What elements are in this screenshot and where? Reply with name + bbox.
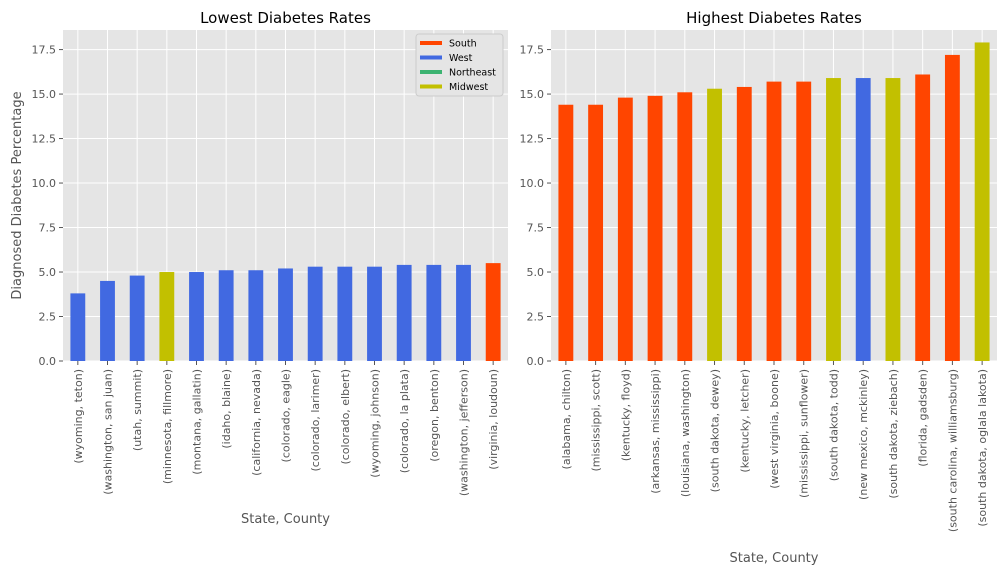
y-tick-label: 15.0 [32, 88, 57, 101]
legend-label-south: South [449, 39, 477, 50]
bar [248, 270, 264, 361]
bar [396, 264, 412, 361]
bar [617, 97, 633, 361]
x-tick-label: (idaho, blaine) [220, 369, 233, 449]
bar [588, 104, 604, 361]
chart-title: Highest Diabetes Rates [686, 9, 862, 27]
x-tick-label: (alabama, chilton) [560, 369, 573, 469]
bar [855, 78, 871, 361]
legend-label-midwest: Midwest [449, 82, 488, 93]
x-tick-label: (washington, jefferson) [458, 369, 471, 496]
x-tick-label: (virginia, loudoun) [487, 369, 500, 470]
y-tick-label: 5.0 [527, 266, 545, 279]
x-tick-label: (washington, san juan) [102, 369, 115, 495]
bar [485, 263, 501, 361]
panel-2: 0.0 2.5 5.0 7.5 10.0 12.5 15.0 17.5 (alabama, ch… [520, 9, 997, 566]
x-tick-label: (colorado, la plata) [398, 369, 411, 473]
bar [944, 54, 960, 362]
x-axis-label: State, County [730, 551, 819, 566]
bar [307, 266, 323, 361]
x-tick-label: (wyoming, johnson) [369, 369, 382, 478]
legend: South West Northeast Midwest [415, 33, 504, 97]
bar [218, 270, 234, 361]
bar [278, 268, 293, 361]
bar [796, 81, 812, 361]
bar [558, 104, 574, 361]
x-tick-label: (colorado, eagle) [280, 369, 293, 462]
x-tick-label: (colorado, elbert) [339, 369, 352, 465]
y-tick-label: 0.0 [39, 355, 57, 368]
x-tick-label: (south dakota, todd) [827, 369, 840, 481]
y-tick-label: 12.5 [520, 133, 545, 146]
x-tick-label: (west virginia, boone) [768, 369, 781, 489]
x-tick-label: (california, nevada) [250, 369, 263, 476]
bar [826, 78, 841, 361]
x-tick-label: (south dakota, dewey) [709, 369, 722, 492]
bar [367, 266, 382, 361]
bar [766, 81, 782, 361]
x-tick-label: (wyoming, teton) [72, 369, 85, 464]
y-tick-label: 7.5 [39, 222, 57, 235]
y-tick-label: 5.0 [39, 266, 57, 279]
y-tick-label: 2.5 [527, 311, 545, 324]
bar [915, 74, 931, 361]
panel-1: 0.0 2.5 5.0 7.5 10.0 12.5 15.0 17.5 (wyoming, te… [10, 9, 508, 527]
bar [337, 266, 353, 361]
bar [677, 92, 693, 361]
x-tick-label: (south dakota, ziebach) [887, 369, 900, 499]
x-tick-label: (louisiana, washington) [679, 369, 692, 497]
x-tick-label: (florida, gadsden) [917, 369, 930, 467]
bar [974, 42, 990, 361]
y-tick-label: 15.0 [520, 88, 545, 101]
y-axis-label: Diagnosed Diabetes Percentage [10, 91, 25, 299]
legend-box [415, 33, 504, 97]
y-tick-label: 17.5 [520, 44, 545, 57]
x-tick-label: (mississippi, scott) [590, 369, 603, 472]
chart-title: Lowest Diabetes Rates [200, 9, 371, 27]
legend-label-west: West [449, 53, 473, 64]
bar [426, 264, 442, 361]
bar [189, 272, 204, 361]
x-tick-label: (minnesota, fillmore) [161, 369, 174, 484]
y-tick-label: 10.0 [520, 177, 545, 190]
x-tick-label: (oregon, benton) [428, 369, 441, 462]
y-tick-label: 7.5 [527, 222, 545, 235]
bar [70, 293, 86, 361]
legend-label-northeast: Northeast [449, 68, 496, 79]
x-tick-label: (montana, gallatin) [191, 369, 204, 475]
x-tick-label: (mississippi, sunflower) [798, 369, 811, 498]
x-tick-label: (south carolina, williamsburg) [946, 369, 959, 532]
bar [647, 95, 663, 361]
x-tick-label: (south dakota, oglala lakota) [976, 369, 989, 527]
y-tick-label: 10.0 [32, 177, 57, 190]
bar [129, 275, 145, 361]
bar [885, 78, 901, 361]
x-tick-label: (new mexico, mckinley) [857, 369, 870, 500]
bar [736, 86, 752, 362]
bar [707, 88, 722, 362]
y-tick-label: 17.5 [32, 44, 57, 57]
x-tick-label: (colorado, larimer) [309, 369, 322, 472]
x-tick-label: (arkansas, mississippi) [649, 369, 662, 494]
x-axis-label: State, County [241, 512, 330, 527]
y-tick-label: 2.5 [39, 311, 57, 324]
y-tick-label: 0.0 [527, 355, 545, 368]
bar [159, 272, 175, 361]
x-tick-label: (kentucky, letcher) [738, 369, 751, 473]
bar [100, 280, 115, 361]
bar [456, 264, 471, 361]
x-tick-label: (kentucky, floyd) [619, 369, 632, 461]
x-tick-label: (utah, summit) [131, 369, 144, 451]
y-tick-label: 12.5 [32, 133, 57, 146]
